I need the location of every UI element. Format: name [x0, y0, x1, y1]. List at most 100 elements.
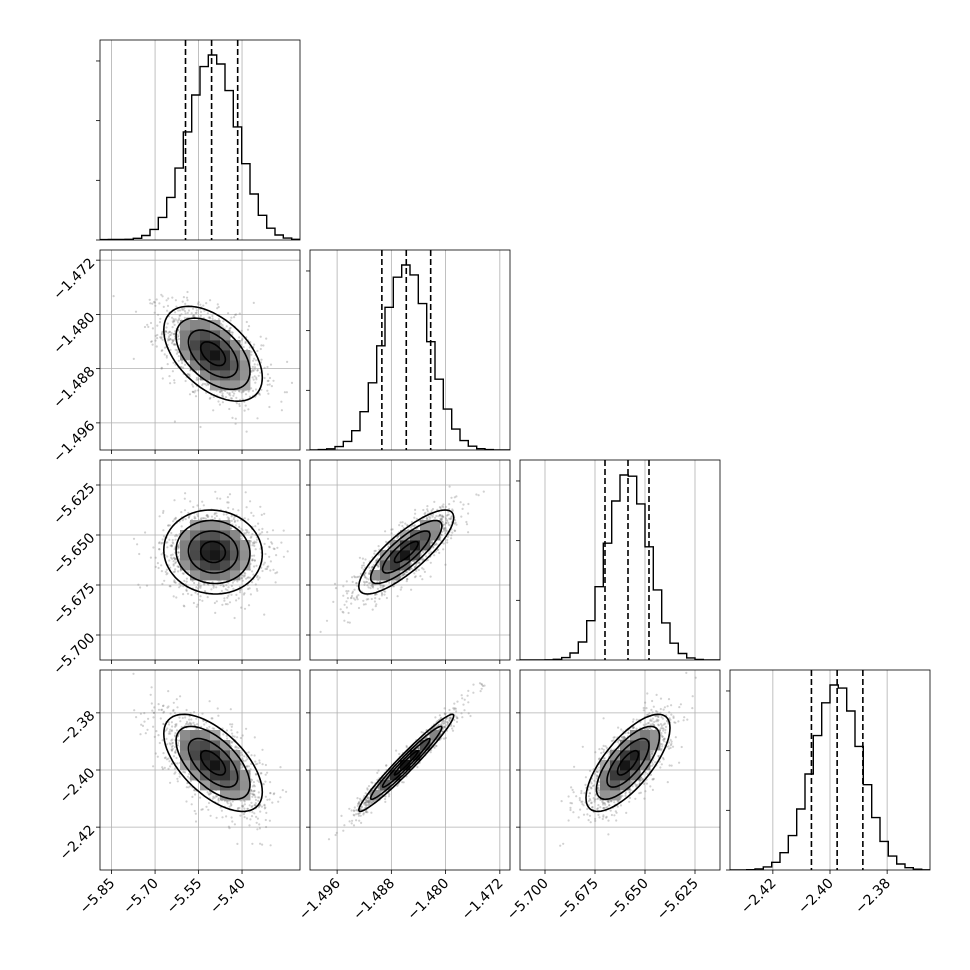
scatter-point [264, 773, 267, 776]
scatter-point [345, 600, 348, 603]
scatter-point [172, 556, 175, 560]
scatter-point [426, 558, 429, 562]
scatter-point [201, 517, 204, 520]
scatter-point [254, 381, 257, 384]
scatter-point [373, 549, 376, 553]
scatter-point [342, 594, 345, 597]
scatter-point [196, 302, 200, 305]
density-cell [430, 520, 441, 531]
density-cell [220, 330, 231, 341]
scatter-point [439, 506, 442, 509]
scatter-point [210, 588, 213, 591]
scatter-point [251, 559, 254, 562]
scatter-point [343, 603, 346, 606]
scatter-point [253, 803, 257, 807]
scatter-point [253, 785, 256, 788]
scatter-point [193, 581, 196, 585]
scatter-point [174, 348, 177, 351]
density-cell [190, 330, 201, 341]
density-cell [180, 560, 191, 571]
scatter-point [160, 564, 163, 567]
scatter-point [172, 361, 175, 364]
scatter-point [149, 556, 152, 559]
scatter-point [224, 389, 227, 393]
scatter-point [421, 567, 424, 570]
scatter-point [177, 565, 180, 569]
scatter-point [384, 540, 388, 543]
scatter-point [206, 312, 209, 315]
scatter-point [174, 311, 177, 314]
scatter-point [446, 513, 449, 517]
scatter-point [184, 302, 187, 305]
scatter-point [173, 332, 176, 335]
scatter-point [242, 390, 245, 393]
scatter-point [209, 791, 213, 795]
scatter-point [192, 505, 195, 509]
scatter-point [260, 566, 263, 569]
density-cell [220, 340, 231, 351]
scatter-point [160, 333, 163, 336]
scatter-point [161, 295, 164, 298]
scatter-point [448, 507, 451, 511]
scatter-point [440, 514, 444, 517]
scatter-point [192, 385, 195, 388]
scatter-point [194, 728, 197, 731]
scatter-point [450, 537, 453, 540]
scatter-point [136, 543, 139, 546]
scatter-point [194, 591, 197, 594]
scatter-point [166, 555, 169, 558]
scatter-point [454, 529, 457, 533]
scatter-point [381, 592, 384, 596]
scatter-point [179, 584, 182, 588]
histogram-3 [730, 684, 930, 870]
scatter-point [401, 574, 404, 577]
scatter-point [186, 311, 189, 314]
scatter-point [403, 572, 406, 576]
density-cell [190, 520, 201, 531]
density-cell [380, 560, 391, 571]
scatter-point [139, 712, 142, 715]
scatter-point [228, 805, 231, 808]
scatter-point [218, 390, 221, 393]
density-2-0 [180, 520, 251, 581]
scatter-point [251, 533, 254, 536]
scatter-point [207, 801, 211, 805]
scatter-point [186, 299, 189, 302]
panel-body-2-0 [132, 490, 289, 620]
scatter-point [185, 588, 188, 592]
scatter-point [209, 814, 212, 817]
scatter-point [260, 344, 263, 347]
scatter-point [453, 522, 456, 525]
scatter-point [183, 307, 186, 310]
scatter-point [220, 390, 223, 393]
contour-2-0-2 [175, 519, 251, 585]
scatter-point [154, 304, 157, 307]
scatter-point [178, 775, 181, 778]
scatter-point [175, 352, 179, 355]
scatter-point [357, 606, 361, 610]
scatter-point [230, 741, 234, 744]
scatter-point [173, 320, 176, 323]
scatter-point [230, 316, 233, 319]
scatter-point [198, 377, 201, 380]
scatter-point [202, 382, 205, 385]
scatter-point [372, 563, 375, 567]
scatter-point [375, 593, 378, 596]
scatter-point [152, 300, 156, 304]
scatter-point [406, 578, 409, 581]
scatter-point [256, 349, 259, 353]
scatter-point [368, 566, 371, 569]
scatter-point [189, 500, 192, 503]
scatter-point [228, 601, 232, 604]
density-cell [390, 540, 401, 551]
scatter-point [251, 558, 254, 561]
scatter-point [181, 361, 184, 365]
scatter-point [179, 314, 182, 317]
scatter-point [244, 393, 248, 396]
scatter-point [177, 309, 180, 312]
scatter-point [237, 597, 240, 600]
scatter-point [347, 611, 350, 615]
scatter-point [364, 558, 367, 561]
scatter-point [182, 585, 185, 588]
contour-1-0-1 [187, 329, 239, 379]
